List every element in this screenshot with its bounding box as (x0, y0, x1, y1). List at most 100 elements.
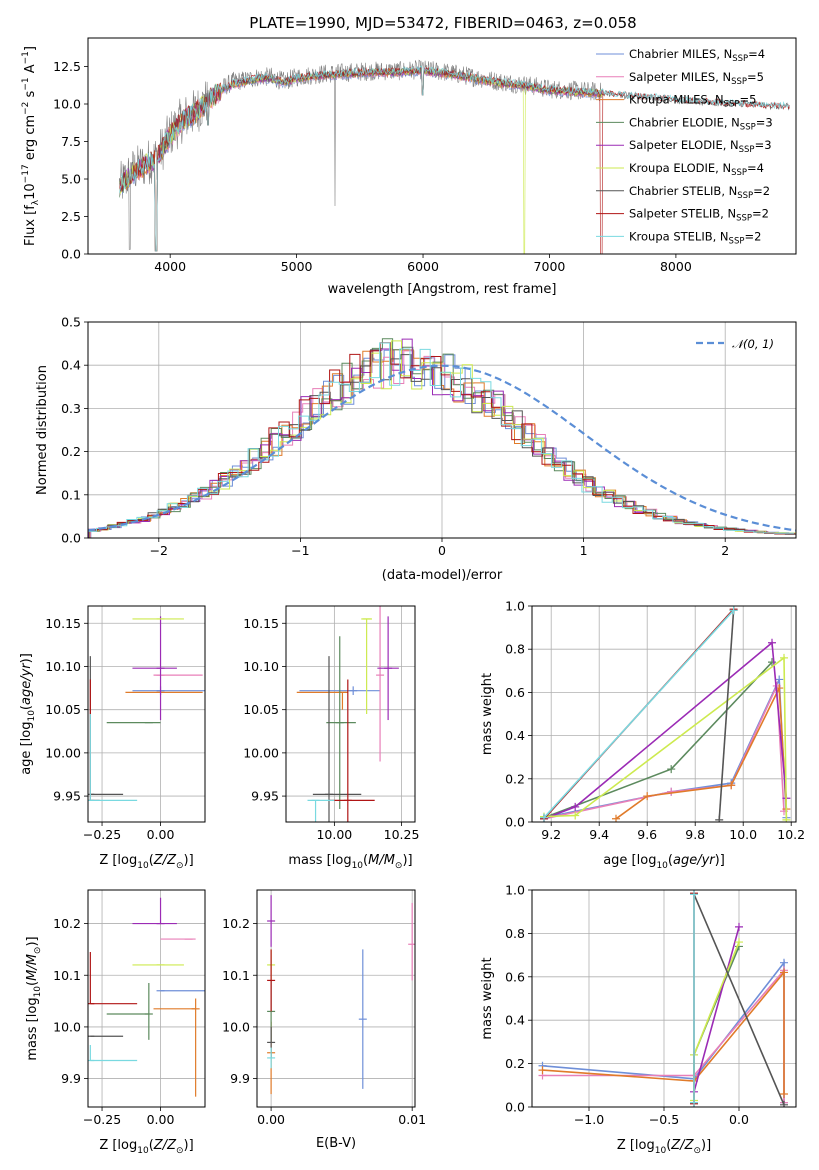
label-part: M/M (25, 954, 40, 981)
subscript: SSP (724, 100, 740, 110)
y-tick-label: 1.0 (505, 883, 525, 898)
y-tick-label: 5.0 (61, 172, 81, 187)
plus-marker (729, 606, 738, 615)
legend-entry: Chabrier MILES, NSSP=4 (629, 47, 765, 64)
plus-marker (690, 1098, 698, 1107)
x-axis-label: mass [log10(M/M⊙)] (288, 853, 412, 871)
model-spectrum-line (119, 67, 603, 252)
panel-residual-histogram: −2 −1 0 1 2 0.0 0.1 0.2 0.3 0.4 0.5 (data-model)/er… (35, 315, 797, 583)
legend-n: =3 (755, 138, 772, 152)
y-tick-label: 9.9 (61, 1071, 81, 1086)
figure-title: PLATE=1990, MJD=53472, FIBERID=0463, z=0… (249, 14, 636, 32)
y-tick-label: 1.0 (505, 599, 525, 614)
label-tail: ( (363, 853, 368, 868)
x-tick-label: 1 (580, 543, 588, 558)
model-spectrum-line (119, 66, 603, 252)
label-tail: ( (149, 1138, 154, 1153)
subscript: SSP (731, 77, 747, 87)
x-tick-label: −0.25 (83, 1112, 121, 1127)
x-axis-label: E(B-V) (316, 1136, 356, 1151)
label-part: −1 (21, 51, 31, 64)
x-tick-label: 2 (721, 543, 729, 558)
label-tail: )] (184, 1138, 194, 1153)
axes-frame (256, 889, 416, 1108)
panel-spectrum: 4000 5000 6000 7000 8000 0.0 2.5 5.0 7.5 10.0 12.5… (21, 37, 797, 297)
plot-area (88, 338, 796, 538)
x-tick-label: 0.0 (729, 1112, 749, 1127)
weight-line (542, 968, 785, 1103)
x-tick-label: 9.4 (589, 827, 609, 842)
y-axis-label: mass weight (480, 957, 495, 1039)
y-tick-label: 10.1 (53, 968, 81, 983)
y-axis-label: mass [log10(M/M⊙)] (25, 936, 43, 1060)
weight-line (543, 609, 735, 819)
y-tick-label: 7.5 (61, 134, 81, 149)
plus-marker (780, 958, 788, 967)
x-tick-label: 0 (438, 543, 446, 558)
y-tick-label: 10.05 (243, 702, 279, 717)
legend-entry: Salpeter MILES, NSSP=5 (629, 70, 764, 87)
label-italic: M/M (368, 853, 395, 868)
y-axis-label: mass weight (480, 673, 495, 755)
label-italic: age/yr (673, 853, 716, 868)
label-part: )] (25, 936, 40, 946)
plus-marker (571, 802, 580, 811)
plus-marker (780, 1089, 788, 1098)
y-tick-label: 10.2 (53, 916, 81, 931)
weight-line (543, 641, 788, 820)
y-tick-label: 10.15 (45, 616, 81, 631)
legend-entry: Kroupa ELODIE, NSSP=4 (629, 161, 764, 178)
y-tick-label: 0.4 (61, 358, 81, 373)
x-tick-label: −2 (150, 543, 168, 558)
label-tail: ( (149, 853, 154, 868)
x-tick-label: 0.00 (147, 1112, 175, 1127)
y-tick-label: 9.95 (53, 789, 81, 804)
y-tick-label: 0.2 (61, 444, 81, 459)
y-tick-label: 10.15 (243, 616, 279, 631)
x-tick-label: 0.00 (257, 1112, 285, 1127)
label-part: 10 (23, 183, 38, 200)
histogram-series (88, 338, 796, 538)
label-tail: )] (701, 1138, 711, 1153)
plus-marker (540, 813, 548, 822)
x-tick-label: 4000 (154, 259, 186, 274)
histogram-series (90, 349, 796, 538)
y-tick-label: 0.6 (505, 969, 525, 984)
plot-area (88, 897, 205, 1097)
x-axis-label: Z [log10(Z/Z⊙)] (99, 853, 193, 871)
weight-line (693, 926, 740, 1103)
legend-n: =5 (739, 93, 756, 107)
y-tick-label: 0.1 (61, 487, 81, 502)
legend-n: =4 (748, 47, 765, 61)
plot-area (88, 616, 205, 802)
y-tick-label: 0.4 (505, 1013, 525, 1028)
plus-marker (667, 765, 676, 774)
label-part: −17 (21, 164, 31, 183)
panel-mass-vs-ebv: 0.00 0.01 9.9 10.0 10.1 10.2 E(B-V) (222, 889, 426, 1151)
x-tick-label: 10.25 (384, 827, 420, 842)
label-part: A (23, 64, 38, 77)
y-tick-label: 10.10 (243, 659, 279, 674)
label-part: s (23, 90, 38, 101)
model-spectrum-line (119, 69, 603, 252)
plus-marker (780, 1100, 788, 1107)
panel-mass-weight-vs-age: 9.2 9.4 9.6 9.8 10.0 10.2 0.0 0.2 0.4 0.6 0.8 1.0 ag… (480, 599, 805, 872)
panel-mass-vs-z: −0.25 0.00 9.9 10.0 10.1 10.2 Z [log10(Z/Z⊙)] m… (25, 889, 206, 1156)
x-tick-label: 9.2 (541, 827, 561, 842)
x-tick-label: 6000 (407, 259, 439, 274)
legend-entry: Salpeter ELODIE, NSSP=3 (629, 138, 772, 155)
subscript: SSP (737, 191, 753, 201)
label-part: Flux [f (23, 205, 38, 246)
x-tick-label: 0.01 (398, 1112, 426, 1127)
y-tick-label: 0.6 (505, 685, 525, 700)
label-part: ( (19, 705, 34, 710)
plus-marker (667, 787, 676, 796)
subscript: ⊙ (176, 1146, 184, 1156)
label-italic: Z/Z (153, 853, 177, 868)
label-part: age [log (19, 722, 34, 775)
subscript: ⊙ (395, 861, 403, 871)
subscript: 10 (655, 1146, 667, 1156)
subscript: SSP (729, 236, 745, 246)
label-italic: Z/Z (670, 1138, 694, 1153)
